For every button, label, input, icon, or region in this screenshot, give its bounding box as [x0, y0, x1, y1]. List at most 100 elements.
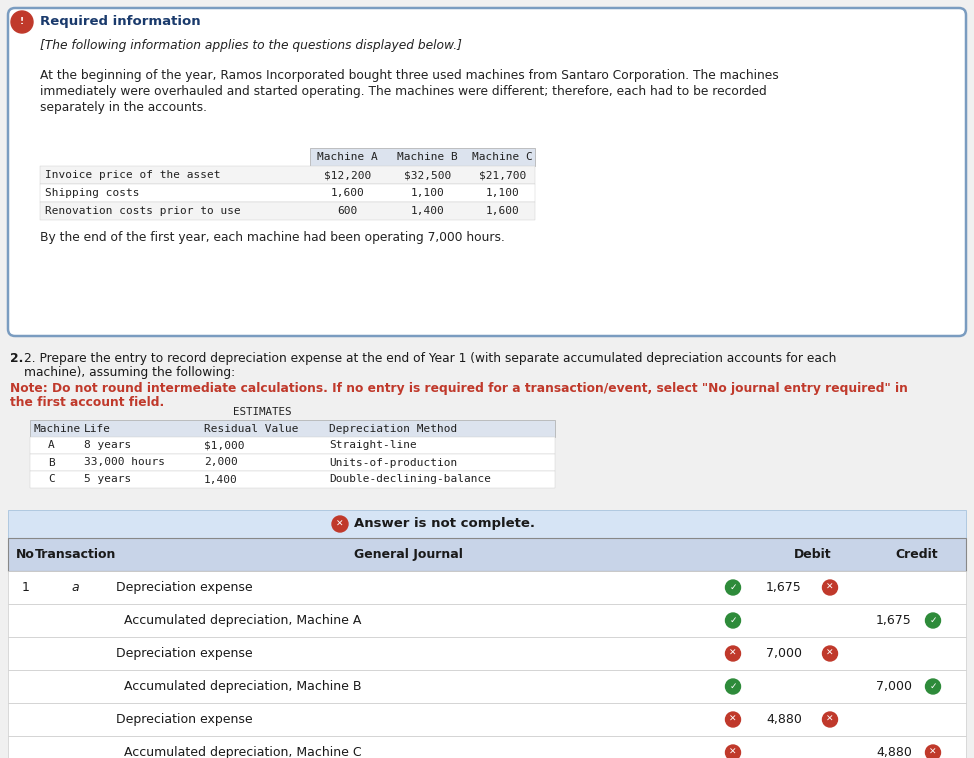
Text: ESTIMATES: ESTIMATES: [233, 407, 292, 417]
Bar: [40, 202, 535, 220]
Text: ✓: ✓: [730, 583, 736, 592]
Text: Required information: Required information: [40, 15, 201, 29]
Circle shape: [925, 679, 941, 694]
Circle shape: [726, 613, 740, 628]
Text: Transaction: Transaction: [35, 548, 116, 561]
Text: ✕: ✕: [929, 748, 937, 757]
Text: By the end of the first year, each machine had been operating 7,000 hours.: By the end of the first year, each machi…: [40, 231, 505, 245]
Text: At the beginning of the year, Ramos Incorporated bought three used machines from: At the beginning of the year, Ramos Inco…: [40, 68, 779, 82]
Text: 1,600: 1,600: [330, 188, 364, 198]
Bar: [8, 571, 966, 604]
Text: ✕: ✕: [730, 715, 736, 724]
Bar: [8, 637, 966, 670]
Text: 1,600: 1,600: [486, 206, 519, 216]
Bar: [8, 538, 966, 571]
Text: Depreciation expense: Depreciation expense: [116, 581, 252, 594]
Text: Depreciation Method: Depreciation Method: [329, 424, 457, 434]
Text: Machine A: Machine A: [318, 152, 378, 162]
Text: 1,100: 1,100: [411, 188, 444, 198]
Text: 7,000: 7,000: [876, 680, 912, 693]
Bar: [8, 736, 966, 758]
Text: 600: 600: [337, 206, 357, 216]
Text: Depreciation expense: Depreciation expense: [116, 713, 252, 726]
Text: ✓: ✓: [730, 682, 736, 691]
Text: Debit: Debit: [794, 548, 832, 561]
Circle shape: [726, 679, 740, 694]
Text: Units-of-production: Units-of-production: [329, 458, 457, 468]
Bar: [310, 148, 535, 166]
Text: ✓: ✓: [929, 616, 937, 625]
Bar: [30, 437, 555, 454]
Text: ✕: ✕: [826, 715, 834, 724]
Text: !: !: [19, 17, 24, 27]
Text: 4,880: 4,880: [876, 746, 912, 758]
Text: Double-declining-balance: Double-declining-balance: [329, 475, 491, 484]
Text: 2,000: 2,000: [204, 458, 238, 468]
Text: ✕: ✕: [730, 649, 736, 658]
Circle shape: [726, 712, 740, 727]
Text: 1,400: 1,400: [411, 206, 444, 216]
Circle shape: [925, 613, 941, 628]
Text: 2.: 2.: [10, 352, 23, 365]
Text: the first account field.: the first account field.: [10, 396, 165, 409]
Bar: [30, 420, 555, 437]
Circle shape: [726, 745, 740, 758]
Text: a: a: [72, 581, 79, 594]
Circle shape: [822, 712, 838, 727]
Text: Machine: Machine: [34, 424, 81, 434]
Text: 2. Prepare the entry to record depreciation expense at the end of Year 1 (with s: 2. Prepare the entry to record depreciat…: [24, 352, 837, 365]
Text: 8 years: 8 years: [84, 440, 131, 450]
Text: 1,100: 1,100: [486, 188, 519, 198]
Text: 4,880: 4,880: [766, 713, 802, 726]
Text: separately in the accounts.: separately in the accounts.: [40, 101, 207, 114]
Circle shape: [332, 516, 348, 532]
Circle shape: [822, 580, 838, 595]
Text: B: B: [48, 458, 55, 468]
Text: $21,700: $21,700: [479, 170, 526, 180]
Text: ✕: ✕: [730, 748, 736, 757]
Text: 33,000 hours: 33,000 hours: [84, 458, 165, 468]
Text: Note: Do not round intermediate calculations. If no entry is required for a tran: Note: Do not round intermediate calculat…: [10, 382, 908, 395]
Text: Shipping costs: Shipping costs: [45, 188, 139, 198]
Circle shape: [925, 745, 941, 758]
Text: $32,500: $32,500: [404, 170, 451, 180]
Text: A: A: [48, 440, 55, 450]
Text: machine), assuming the following:: machine), assuming the following:: [24, 366, 235, 379]
Text: ✓: ✓: [730, 616, 736, 625]
Circle shape: [11, 11, 33, 33]
Bar: [8, 703, 966, 736]
Text: General Journal: General Journal: [354, 548, 463, 561]
Text: Invoice price of the asset: Invoice price of the asset: [45, 170, 220, 180]
Bar: [8, 604, 966, 637]
Text: Answer is not complete.: Answer is not complete.: [354, 518, 535, 531]
Text: 1: 1: [21, 581, 29, 594]
Text: 5 years: 5 years: [84, 475, 131, 484]
Text: Straight-line: Straight-line: [329, 440, 417, 450]
Text: C: C: [48, 475, 55, 484]
Circle shape: [726, 580, 740, 595]
Text: ✕: ✕: [826, 649, 834, 658]
Bar: [30, 471, 555, 488]
Text: 7,000: 7,000: [766, 647, 802, 660]
Text: Accumulated depreciation, Machine C: Accumulated depreciation, Machine C: [116, 746, 361, 758]
Text: Life: Life: [84, 424, 111, 434]
Text: ✕: ✕: [826, 583, 834, 592]
Text: [The following information applies to the questions displayed below.]: [The following information applies to th…: [40, 39, 462, 52]
Circle shape: [726, 646, 740, 661]
Bar: [8, 670, 966, 703]
Bar: [30, 454, 555, 471]
Text: $1,000: $1,000: [204, 440, 244, 450]
Text: Residual Value: Residual Value: [204, 424, 298, 434]
Text: Renovation costs prior to use: Renovation costs prior to use: [45, 206, 241, 216]
Text: ✕: ✕: [336, 519, 344, 528]
Text: Depreciation expense: Depreciation expense: [116, 647, 252, 660]
Text: Machine B: Machine B: [397, 152, 458, 162]
Text: 1,675: 1,675: [766, 581, 802, 594]
Bar: [8, 510, 966, 538]
Bar: [40, 184, 535, 202]
Text: ✓: ✓: [929, 682, 937, 691]
Text: 1,675: 1,675: [876, 614, 912, 627]
FancyBboxPatch shape: [8, 8, 966, 336]
Text: immediately were overhauled and started operating. The machines were different; : immediately were overhauled and started …: [40, 84, 767, 98]
Text: No: No: [16, 548, 35, 561]
